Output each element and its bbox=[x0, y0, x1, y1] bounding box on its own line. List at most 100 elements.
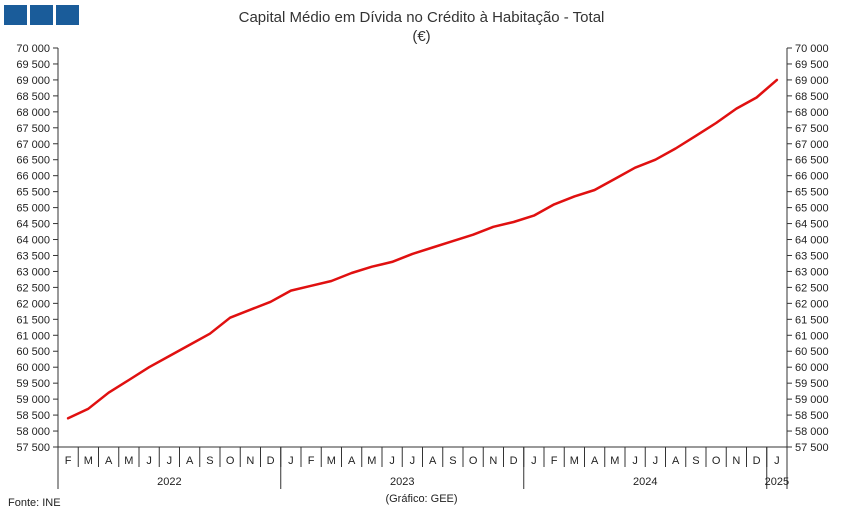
y-tick-label-right: 69 000 bbox=[795, 75, 829, 87]
y-tick-label-left: 60 500 bbox=[16, 346, 50, 358]
y-tick-label-left: 63 000 bbox=[16, 266, 50, 278]
y-tick-label-right: 64 000 bbox=[795, 235, 829, 247]
y-tick-label-left: 66 000 bbox=[16, 171, 50, 183]
y-tick-label-left: 67 000 bbox=[16, 139, 50, 151]
logo-square bbox=[56, 5, 79, 25]
y-tick-label-right: 57 500 bbox=[795, 442, 829, 454]
month-label: S bbox=[692, 455, 699, 467]
y-tick-label-left: 68 500 bbox=[16, 91, 50, 103]
month-label: D bbox=[510, 455, 518, 467]
y-tick-label-left: 60 000 bbox=[16, 362, 50, 374]
month-label: A bbox=[672, 455, 680, 467]
chart-credit: (Gráfico: GEE) bbox=[385, 493, 458, 505]
month-label: N bbox=[732, 455, 740, 467]
month-label: J bbox=[632, 455, 638, 467]
month-label: M bbox=[610, 455, 619, 467]
logo-square bbox=[30, 5, 53, 25]
y-tick-label-right: 62 000 bbox=[795, 298, 829, 310]
month-label: J bbox=[288, 455, 294, 467]
y-tick-label-left: 62 000 bbox=[16, 298, 50, 310]
y-tick-label-left: 69 500 bbox=[16, 59, 50, 71]
month-label: S bbox=[449, 455, 456, 467]
y-tick-label-right: 68 000 bbox=[795, 107, 829, 119]
y-tick-label-left: 61 500 bbox=[16, 314, 50, 326]
month-label: N bbox=[489, 455, 497, 467]
y-tick-label-right: 59 000 bbox=[795, 394, 829, 406]
month-label: S bbox=[206, 455, 213, 467]
month-label: F bbox=[551, 455, 558, 467]
month-label: M bbox=[327, 455, 336, 467]
y-tick-label-right: 66 500 bbox=[795, 155, 829, 167]
y-tick-label-right: 60 500 bbox=[795, 346, 829, 358]
y-tick-label-right: 60 000 bbox=[795, 362, 829, 374]
ine-logo bbox=[4, 5, 79, 25]
month-label: A bbox=[591, 455, 599, 467]
month-label: J bbox=[774, 455, 780, 467]
chart-title: Capital Médio em Dívida no Crédito à Hab… bbox=[238, 9, 605, 26]
month-label: N bbox=[246, 455, 254, 467]
year-label: 2024 bbox=[633, 476, 657, 488]
y-tick-label-right: 70 000 bbox=[795, 43, 829, 55]
y-tick-label-right: 68 500 bbox=[795, 91, 829, 103]
y-tick-label-left: 66 500 bbox=[16, 155, 50, 167]
y-tick-label-right: 65 000 bbox=[795, 203, 829, 215]
y-tick-label-right: 69 500 bbox=[795, 59, 829, 71]
y-tick-label-right: 66 000 bbox=[795, 171, 829, 183]
series-line bbox=[66, 78, 779, 420]
month-label: O bbox=[469, 455, 478, 467]
y-tick-label-right: 58 000 bbox=[795, 426, 829, 438]
y-tick-label-right: 63 500 bbox=[795, 250, 829, 262]
month-label: J bbox=[410, 455, 416, 467]
y-tick-label-left: 58 000 bbox=[16, 426, 50, 438]
month-label: A bbox=[429, 455, 437, 467]
month-label: A bbox=[348, 455, 356, 467]
year-label: 2022 bbox=[157, 476, 181, 488]
month-label: D bbox=[267, 455, 275, 467]
month-label: A bbox=[105, 455, 113, 467]
chart-unit: (€) bbox=[412, 28, 431, 45]
y-tick-label-right: 63 000 bbox=[795, 266, 829, 278]
y-tick-label-left: 70 000 bbox=[16, 43, 50, 55]
month-label: O bbox=[712, 455, 721, 467]
month-label: M bbox=[84, 455, 93, 467]
month-label: J bbox=[531, 455, 537, 467]
y-tick-label-right: 58 500 bbox=[795, 410, 829, 422]
y-tick-label-right: 67 000 bbox=[795, 139, 829, 151]
month-label: M bbox=[124, 455, 133, 467]
y-tick-label-left: 58 500 bbox=[16, 410, 50, 422]
y-tick-label-left: 68 000 bbox=[16, 107, 50, 119]
y-tick-label-left: 62 500 bbox=[16, 282, 50, 294]
year-label: 2023 bbox=[390, 476, 414, 488]
month-label: F bbox=[65, 455, 72, 467]
y-tick-label-left: 61 000 bbox=[16, 330, 50, 342]
y-tick-label-left: 65 500 bbox=[16, 187, 50, 199]
y-tick-label-right: 65 500 bbox=[795, 187, 829, 199]
month-label: J bbox=[167, 455, 173, 467]
y-tick-label-right: 62 500 bbox=[795, 282, 829, 294]
month-label: D bbox=[753, 455, 761, 467]
y-tick-label-right: 64 500 bbox=[795, 219, 829, 231]
month-label: F bbox=[308, 455, 315, 467]
month-label: J bbox=[653, 455, 659, 467]
month-label: M bbox=[570, 455, 579, 467]
y-tick-label-right: 61 500 bbox=[795, 314, 829, 326]
y-tick-label-left: 64 500 bbox=[16, 219, 50, 231]
y-tick-label-left: 57 500 bbox=[16, 442, 50, 454]
month-label: A bbox=[186, 455, 194, 467]
y-tick-label-left: 63 500 bbox=[16, 250, 50, 262]
y-tick-label-right: 67 500 bbox=[795, 123, 829, 135]
month-label: O bbox=[226, 455, 235, 467]
y-tick-label-left: 59 500 bbox=[16, 378, 50, 390]
source-note: Fonte: INE bbox=[8, 497, 61, 509]
y-tick-label-left: 64 000 bbox=[16, 235, 50, 247]
y-tick-label-left: 69 000 bbox=[16, 75, 50, 87]
y-tick-label-left: 65 000 bbox=[16, 203, 50, 215]
y-tick-label-right: 59 500 bbox=[795, 378, 829, 390]
month-label: J bbox=[146, 455, 152, 467]
y-tick-label-right: 61 000 bbox=[795, 330, 829, 342]
year-label: 2025 bbox=[765, 476, 789, 488]
y-tick-label-left: 67 500 bbox=[16, 123, 50, 135]
month-label: J bbox=[389, 455, 395, 467]
y-tick-label-left: 59 000 bbox=[16, 394, 50, 406]
